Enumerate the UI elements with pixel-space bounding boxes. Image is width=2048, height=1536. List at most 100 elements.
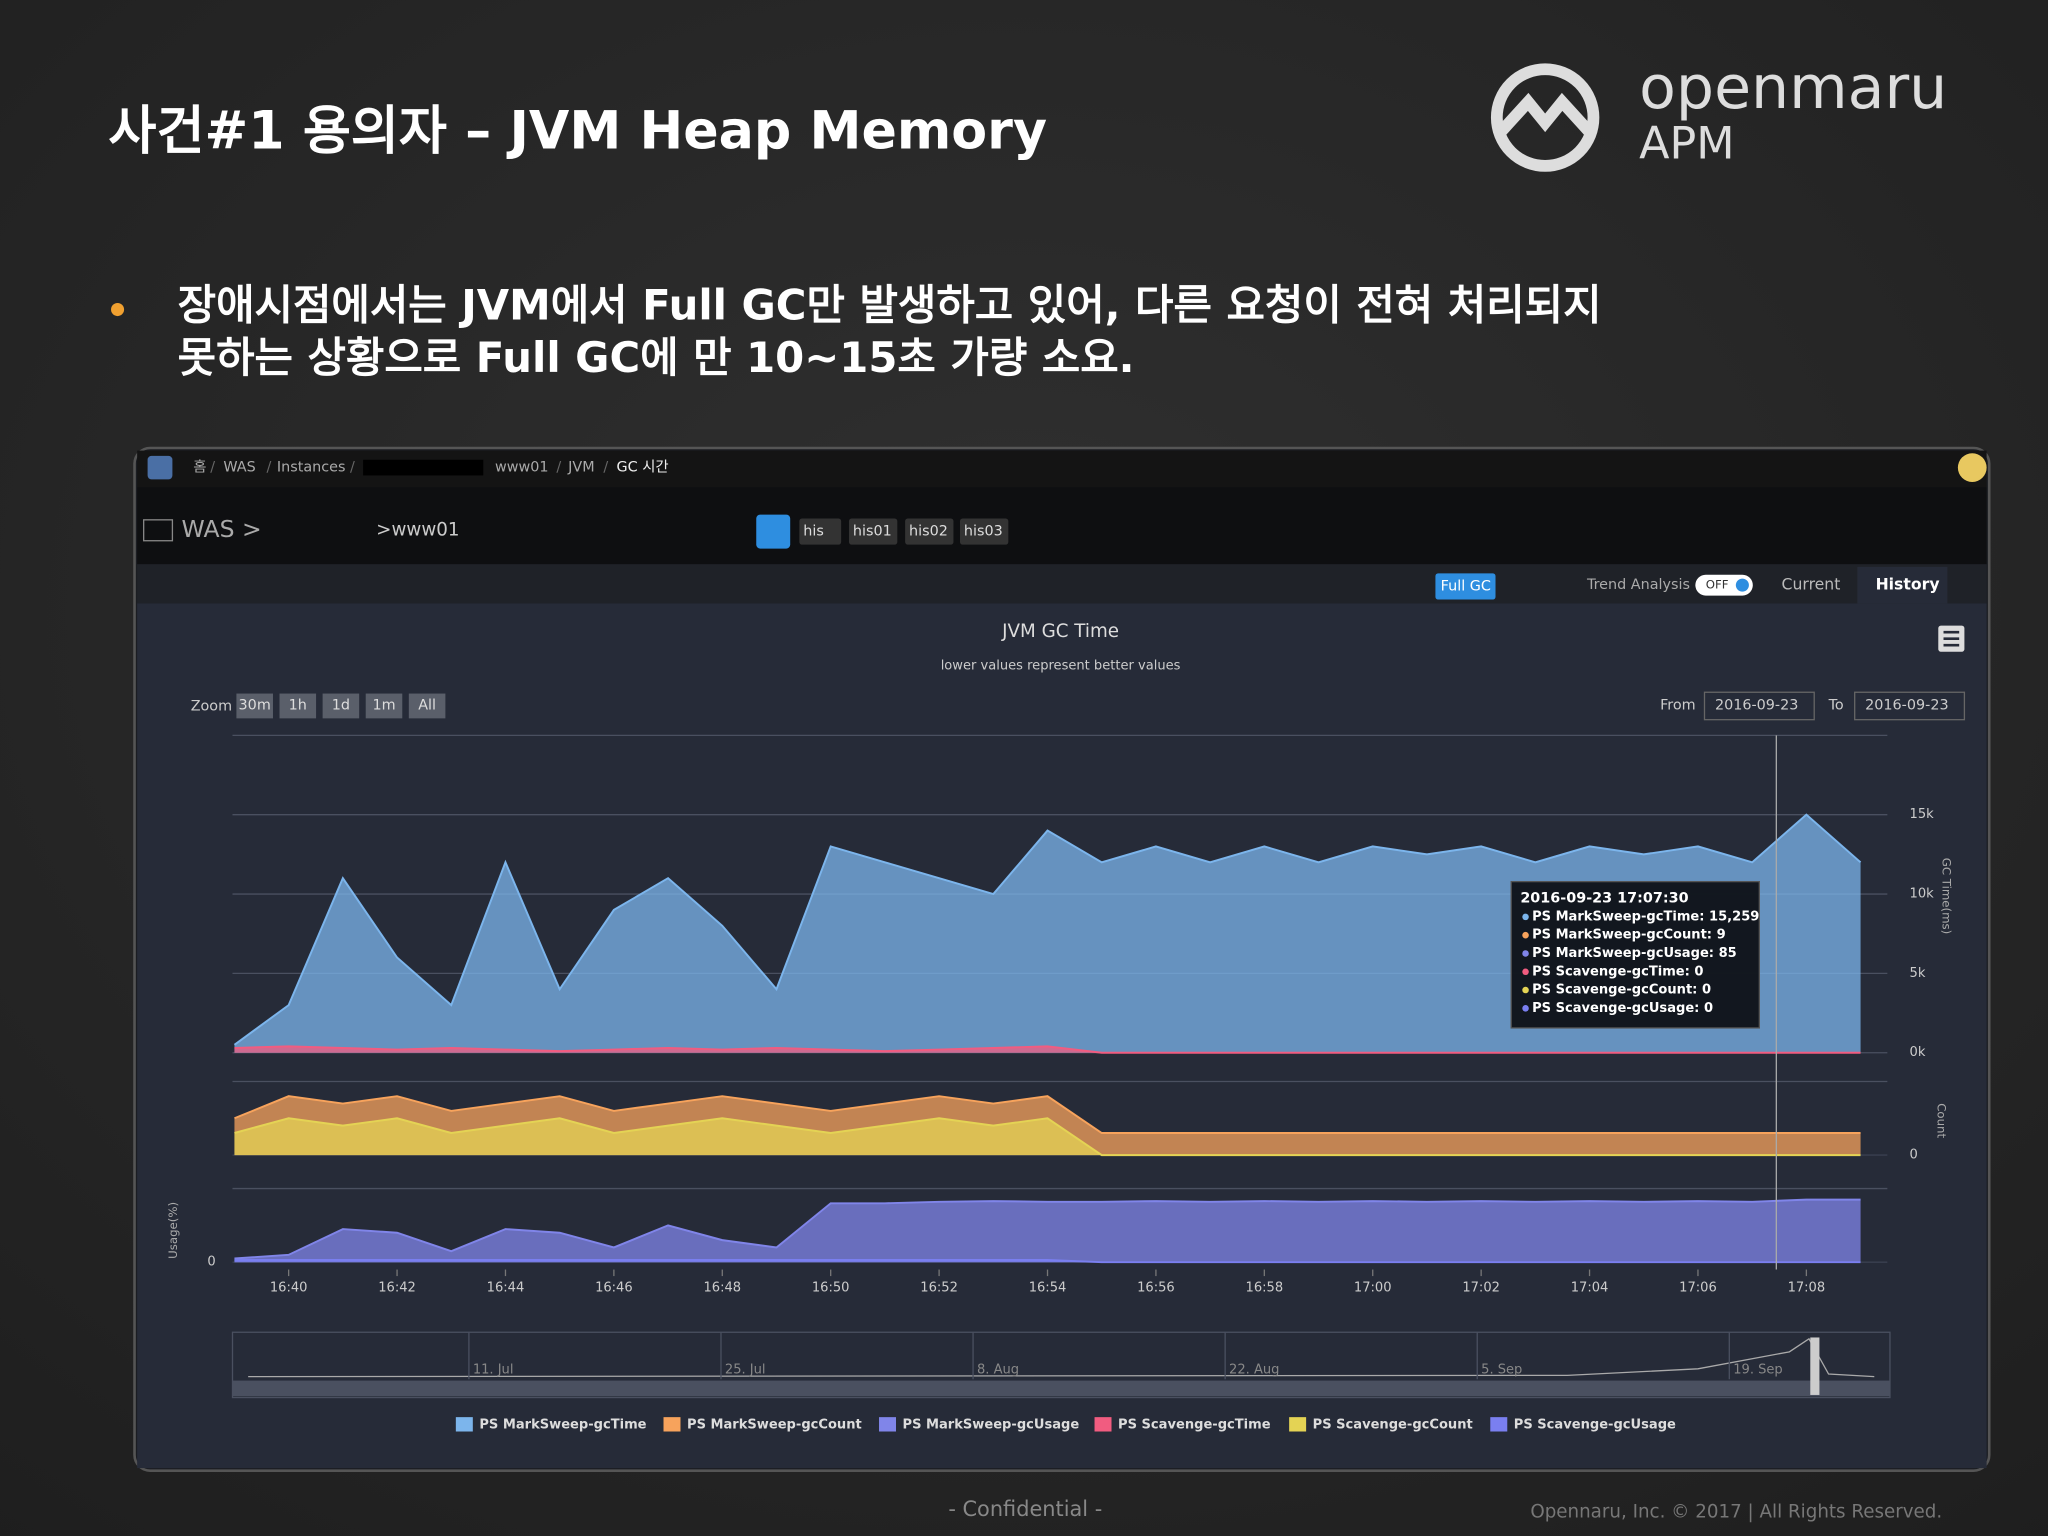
legend-label[interactable]: PS Scavenge-gcTime xyxy=(1118,1417,1271,1432)
x-tick-label: 17:00 xyxy=(1354,1280,1392,1295)
legend-label[interactable]: PS Scavenge-gcUsage xyxy=(1514,1417,1676,1432)
y2-tick-label: 0 xyxy=(1910,1148,1918,1163)
x-tick-label: 17:08 xyxy=(1788,1280,1826,1295)
y-tick-label: 0k xyxy=(1910,1045,1926,1060)
series-line xyxy=(233,813,1862,1046)
x-tick-label: 17:02 xyxy=(1462,1280,1500,1295)
tab-label: his01 xyxy=(853,524,892,540)
series-area xyxy=(234,1046,1861,1053)
tooltip-title: 2016-09-23 17:07:30 xyxy=(1520,891,1688,907)
tooltip-line: PS MarkSweep-gcTime: 15,259 xyxy=(1532,909,1759,924)
tab-label: his03 xyxy=(964,524,1003,540)
series-line xyxy=(234,1045,1861,1054)
navigator-label: 25. Jul xyxy=(725,1363,766,1378)
logo-name: openmaru xyxy=(1639,53,1947,123)
series-area xyxy=(234,1199,1861,1263)
date-input[interactable] xyxy=(1703,691,1815,721)
series-line xyxy=(234,1095,1861,1134)
tab-button[interactable] xyxy=(848,518,898,545)
zoom-button[interactable] xyxy=(408,693,446,719)
tooltip-line: PS MarkSweep-gcUsage: 85 xyxy=(1532,946,1737,961)
y-tick-label: 10k xyxy=(1910,887,1935,902)
x-tick-label: 16:48 xyxy=(703,1280,741,1295)
grid-button[interactable] xyxy=(756,514,791,549)
zoom-button[interactable] xyxy=(279,693,317,719)
tooltip-dot xyxy=(1522,986,1529,994)
series-line xyxy=(234,1117,1861,1157)
y-axis-title: GC Time(ms) xyxy=(1940,858,1954,935)
breadcrumb-sep: / xyxy=(350,460,355,476)
legend-label[interactable]: PS Scavenge-gcCount xyxy=(1313,1417,1473,1432)
settings-icon[interactable] xyxy=(1957,453,1987,482)
zoom-button[interactable] xyxy=(236,693,273,719)
tab-label: his02 xyxy=(909,524,948,540)
logo-product: APM xyxy=(1639,118,1734,169)
legend-label[interactable]: PS MarkSweep-gcCount xyxy=(687,1417,862,1432)
tooltip-line: PS Scavenge-gcTime: 0 xyxy=(1532,964,1703,979)
tooltip-dot xyxy=(1522,968,1529,976)
tooltip-dot xyxy=(1522,950,1529,957)
from-date: 2016-09-23 xyxy=(1715,697,1798,713)
breadcrumb-item: GC 시간 xyxy=(616,459,668,476)
tooltip-line: PS Scavenge-gcUsage: 0 xyxy=(1532,1001,1713,1016)
navigator-label: 5. Sep xyxy=(1481,1363,1522,1378)
logo: openmaru APM xyxy=(1490,53,1947,172)
x-tick-label: 16:42 xyxy=(378,1280,416,1295)
scrollbar[interactable] xyxy=(232,1380,1890,1397)
legend-label[interactable]: PS MarkSweep-gcTime xyxy=(479,1417,646,1432)
navigator-label: 8. Aug xyxy=(977,1363,1019,1378)
x-tick-label: 16:54 xyxy=(1029,1280,1067,1295)
x-tick-label: 16:58 xyxy=(1246,1280,1284,1295)
toggle[interactable] xyxy=(1695,574,1753,596)
tab-button[interactable] xyxy=(905,518,954,545)
tooltip-line: PS Scavenge-gcCount: 0 xyxy=(1532,983,1711,998)
zoom-button[interactable] xyxy=(322,693,360,719)
x-tick-label: 16:44 xyxy=(487,1280,525,1295)
tab-button[interactable] xyxy=(799,518,842,545)
from-label: From xyxy=(1660,697,1696,713)
refresh-icon xyxy=(147,455,173,480)
redacted xyxy=(363,459,484,476)
x-tick-label: 16:52 xyxy=(920,1280,958,1295)
legend-swatch xyxy=(455,1417,473,1432)
toggle-label: OFF xyxy=(1706,578,1729,592)
full-gc-button[interactable] xyxy=(1435,573,1496,600)
zoom-button[interactable] xyxy=(365,693,403,719)
navigator-label: 11. Jul xyxy=(473,1363,514,1378)
navigator-handle[interactable] xyxy=(1810,1337,1820,1395)
footer-confidential: - Confidential - xyxy=(948,1497,1102,1521)
legend-label[interactable]: PS MarkSweep-gcUsage xyxy=(903,1417,1080,1432)
view-tab-label: History xyxy=(1876,575,1940,594)
chart-subtitle: lower values represent better values xyxy=(941,659,1181,674)
series-line xyxy=(234,1198,1861,1260)
legend-swatch xyxy=(1490,1417,1508,1432)
view-tab[interactable] xyxy=(1857,566,1948,604)
zoom-label: Zoom xyxy=(191,699,232,715)
tooltip xyxy=(1510,880,1760,1029)
tooltip-dot xyxy=(1522,931,1529,939)
bullet-text: 못하는 상황으로 Full GC에 만 10~15초 가량 소요. xyxy=(178,333,1135,382)
nav-bar xyxy=(137,487,1987,565)
y3-axis-title: Usage(%) xyxy=(166,1202,180,1259)
zoom-option: All xyxy=(418,697,436,713)
tooltip-line: PS MarkSweep-gcCount: 9 xyxy=(1532,928,1726,943)
bullet-text: 장애시점에서는 JVM에서 Full GC만 발생하고 있어, 다른 요청이 전… xyxy=(178,281,1602,330)
breadcrumb-item: www01 xyxy=(495,460,549,476)
navigator-label: 19. Sep xyxy=(1733,1363,1783,1378)
zoom-option: 30m xyxy=(239,697,271,713)
tab-button[interactable] xyxy=(960,518,1009,545)
y3-tick-label: 0 xyxy=(207,1255,215,1270)
footer-copyright: Opennaru, Inc. © 2017 | All Rights Reser… xyxy=(1530,1501,1942,1522)
series-area xyxy=(234,1118,1861,1156)
y-tick-label: 5k xyxy=(1910,966,1926,981)
breadcrumb-item: Instances xyxy=(277,460,346,476)
x-tick-label: 17:04 xyxy=(1571,1280,1609,1295)
date-input[interactable] xyxy=(1854,691,1966,721)
menu-icon xyxy=(1943,630,1960,647)
breadcrumb-sep: / xyxy=(266,460,271,476)
series-area xyxy=(234,814,1861,1053)
breadcrumb-sep: / xyxy=(210,460,215,476)
toggle-knob xyxy=(1735,578,1749,592)
